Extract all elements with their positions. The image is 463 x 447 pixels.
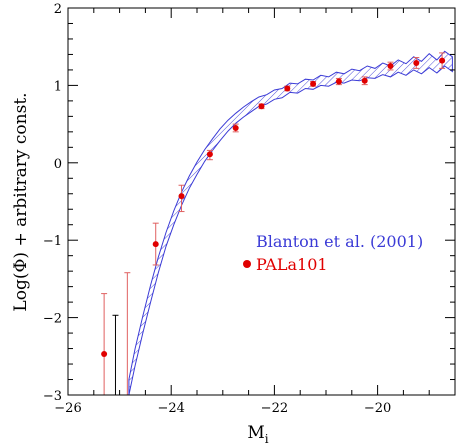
y-axis-title: Log(Φ) + arbitrary const.	[11, 92, 31, 311]
plot-area	[101, 50, 453, 395]
data-point-11	[413, 59, 420, 66]
data-point-8	[335, 78, 342, 85]
y-tick-label: −2	[43, 312, 62, 327]
data-point-9	[361, 77, 368, 84]
data-point-1	[152, 241, 159, 248]
data-point-6	[284, 85, 291, 92]
axis-ticks	[67, 7, 456, 396]
x-tick-label: −20	[364, 401, 391, 416]
x-tick-label: −26	[54, 401, 81, 416]
data-point-7	[310, 80, 317, 87]
y-tick-label: 1	[54, 79, 62, 94]
y-tick-label: 2	[54, 2, 62, 17]
legend-entry-palai01: PALa101	[256, 255, 328, 274]
x-tick-label: −22	[261, 401, 288, 416]
plot-frame	[67, 7, 456, 396]
blanton-band	[128, 50, 453, 395]
data-point-4	[232, 124, 239, 131]
y-tick-label: −3	[43, 389, 62, 404]
data-point-5	[258, 103, 265, 110]
data-point-2	[178, 193, 185, 200]
legend-entry-blanton: Blanton et al. (2001)	[256, 232, 423, 251]
data-point-10	[387, 63, 394, 70]
data-point-0	[101, 350, 108, 357]
y-tick-label: 0	[54, 157, 62, 172]
x-axis-title: Mi	[247, 423, 268, 446]
legend-marker-palai01	[243, 260, 251, 268]
data-point-3	[206, 151, 213, 158]
x-tick-label: −24	[157, 401, 184, 416]
y-tick-label: −1	[43, 234, 62, 249]
legend: Blanton et al. (2001) PALa101	[243, 232, 423, 274]
axis-tick-labels: −26 −24 −22 −20 −3 −2 −1 0 1 2	[43, 2, 391, 416]
data-point-12	[439, 57, 446, 64]
